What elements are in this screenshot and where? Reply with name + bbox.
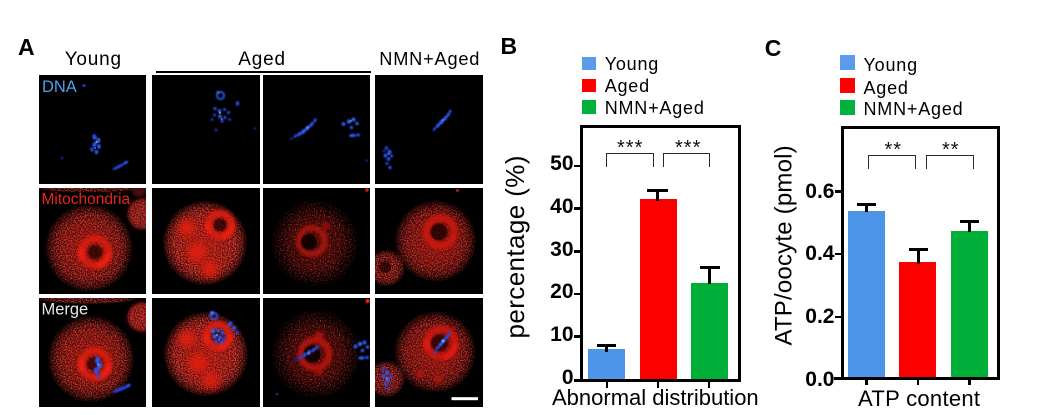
svg-text:Mitochondria: Mitochondria: [41, 191, 130, 208]
svg-text:Merge: Merge: [41, 300, 88, 318]
svg-text:DNA: DNA: [42, 77, 77, 95]
